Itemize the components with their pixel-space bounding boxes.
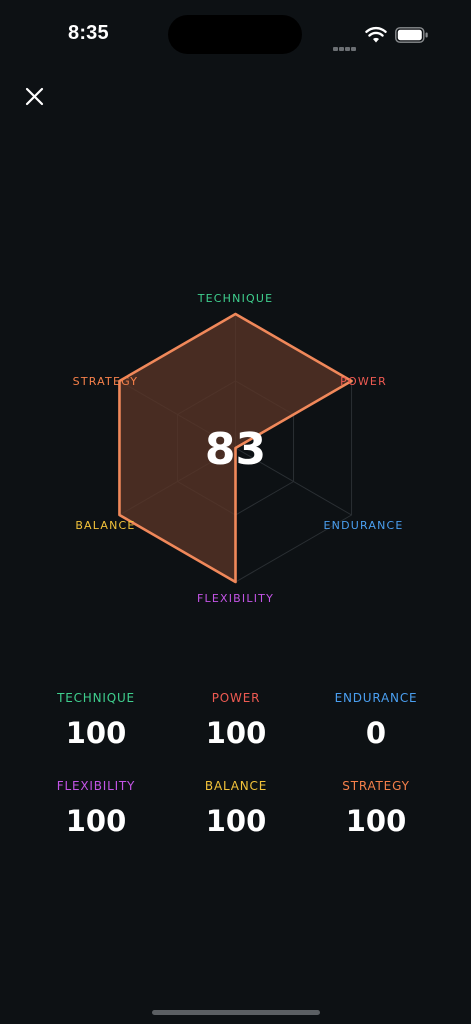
stat-label: TECHNIQUE [57,691,135,705]
stat-technique: TECHNIQUE 100 [26,688,166,750]
radar-axis-labels: TECHNIQUE POWER ENDURANCE FLEXIBILITY BALANC… [73,292,404,605]
home-indicator[interactable] [152,1010,320,1015]
stat-value: 100 [205,716,267,750]
stat-balance: BALANCE 100 [166,776,306,838]
stat-label: STRATEGY [342,779,410,793]
stat-strategy: STRATEGY 100 [306,776,446,838]
radar-chart: TECHNIQUE POWER ENDURANCE FLEXIBILITY BALANC… [73,292,404,605]
radar-axis-label-strategy: STRATEGY [73,375,139,388]
radar-axis-label-power: POWER [340,375,387,388]
close-button[interactable] [22,84,48,110]
battery-icon [395,27,428,43]
status-bar: 8:35 [0,0,471,70]
stat-value: 100 [205,804,267,838]
stat-label: POWER [211,691,261,705]
radar-shape [118,312,353,584]
cellular-signal-icon [333,38,357,56]
stat-endurance: ENDURANCE 0 [306,688,446,750]
wifi-icon [365,26,387,43]
stat-value: 100 [345,804,407,838]
stat-label: ENDURANCE [334,691,418,705]
overall-score: 83 [205,424,266,475]
radar-axis-label-endurance: ENDURANCE [324,519,404,532]
radar-grid-spoke [235,447,352,516]
stat-value: 100 [65,716,127,750]
stat-value: 0 [365,716,387,750]
stat-value: 100 [65,804,127,838]
stat-label: FLEXIBILITY [56,779,136,793]
stats-grid: TECHNIQUE 100 POWER 100 ENDURANCE 0 FLEX… [0,688,471,838]
stat-flexibility: FLEXIBILITY 100 [26,776,166,838]
status-time: 8:35 [68,22,109,44]
radar-axis-label-technique: TECHNIQUE [197,292,274,305]
close-icon [25,87,44,106]
stat-label: BALANCE [204,779,268,793]
dynamic-island [168,15,302,54]
stat-power: POWER 100 [166,688,306,750]
radar-axis-label-balance: BALANCE [75,519,135,532]
radar-axis-label-flexibility: FLEXIBILITY [197,592,274,605]
